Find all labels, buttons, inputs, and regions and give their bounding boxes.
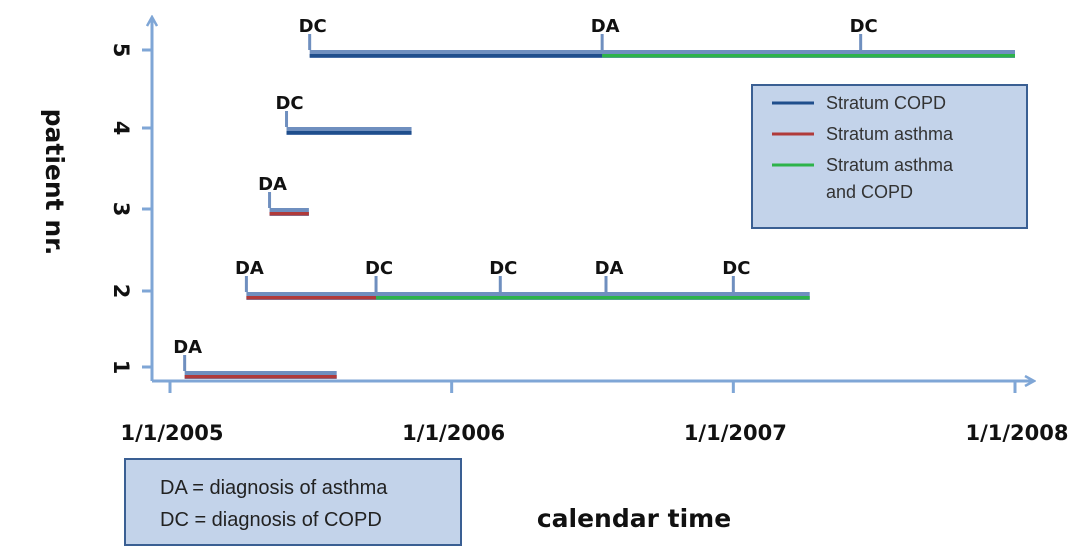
legend-label: Stratum asthma [826,124,954,144]
x-tick-label: 1/1/2005 [120,421,223,445]
x-tick-label: 1/1/2007 [684,421,787,445]
event-label-dc: DC [722,258,750,279]
segment-asthma [184,375,337,379]
x-axis-ticks: 1/1/2005 1/1/2006 1/1/2007 1/1/2008 [120,381,1069,445]
y-tick-label: 4 [109,121,133,136]
event-label-da: DA [173,337,202,358]
legend-label: Stratum COPD [826,93,946,113]
patient-segments [184,50,1016,379]
legend-label: and COPD [826,182,913,202]
event-label-dc: DC [850,16,878,37]
x-tick-label: 1/1/2006 [402,421,505,445]
event-label-da: DA [258,174,287,195]
event-label-da: DA [591,16,620,37]
legend-box [751,84,1028,229]
axes [152,18,1033,381]
segment-asthma_copd [602,54,1015,58]
event-label-dc: DC [489,258,517,279]
diagnosis-events: DA DA DC DC DA DC DA DC DC DA DC [173,16,878,371]
note-line-dc: DC = diagnosis of COPD [160,509,382,531]
segment-copd [286,131,412,135]
note-line-da: DA = diagnosis of asthma [160,477,388,499]
segment-asthma [246,296,377,300]
x-tick-label: 1/1/2008 [965,421,1068,445]
event-label-dc: DC [365,258,393,279]
y-axis-ticks: 1 2 3 4 5 [109,43,152,375]
event-label-da: DA [235,258,264,279]
segment-copd [309,54,603,58]
event-label-dc: DC [299,16,327,37]
note-box [124,458,462,546]
y-tick-label: 3 [109,202,133,217]
event-label-dc: DC [275,93,303,114]
y-tick-label: 2 [109,284,133,299]
y-tick-label: 1 [109,360,133,375]
x-axis-title: calendar time [537,504,731,533]
legend-label: Stratum asthma [826,155,954,175]
event-label-da: DA [595,258,624,279]
y-axis-title: patient nr. [40,109,69,256]
abbreviation-note: DA = diagnosis of asthma DC = diagnosis … [124,458,462,546]
legend: Stratum COPD Stratum asthma Stratum asthma… [751,84,1028,229]
y-tick-label: 5 [109,43,133,58]
segment-asthma [269,212,309,216]
segment-asthma_copd [376,296,810,300]
